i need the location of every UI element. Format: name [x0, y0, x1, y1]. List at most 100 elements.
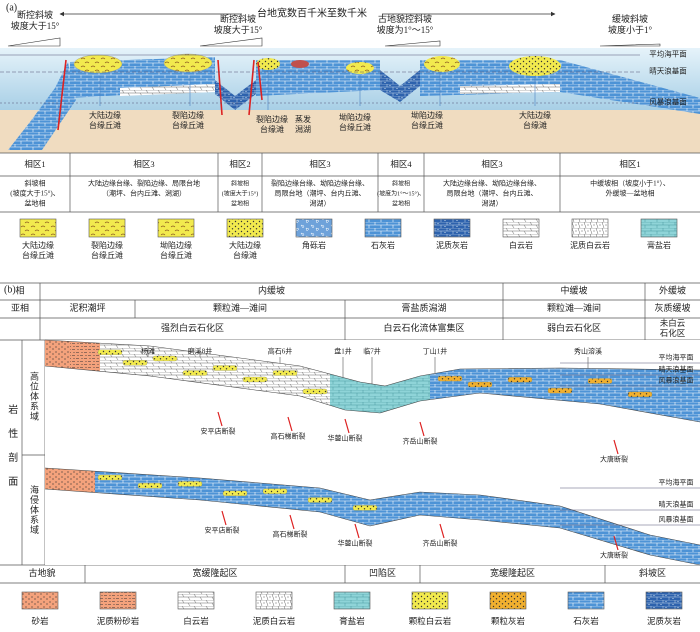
lens — [137, 482, 163, 489]
zone-name: 相区4 — [390, 159, 412, 169]
cell-label: 外缓坡 — [659, 285, 686, 296]
cell-label: 颗粒滩—滩间 — [547, 302, 601, 313]
fault — [217, 411, 223, 427]
fault-label: 大唐断裂 — [600, 455, 628, 464]
legend-label: 台缘丘滩 — [91, 250, 123, 260]
zone-desc: 盆地相 — [25, 199, 46, 208]
width-note: 台地宽数百千米至数千米 — [257, 6, 367, 19]
zone-desc: 裂陷边缘台缘、坳陷边缘台缘、 — [271, 179, 369, 188]
fault — [354, 523, 360, 539]
zone-desc: 局限台地（潮坪、台内丘滩、 — [447, 189, 538, 198]
legend-swatch — [88, 218, 126, 238]
slope-deposit — [8, 62, 76, 150]
slope-label: 坡度大于15° — [214, 24, 263, 35]
zone-name: 相区3 — [309, 159, 330, 169]
cell-label: 石化区 — [660, 328, 686, 338]
legend-swatch — [157, 218, 195, 238]
lens — [467, 381, 493, 388]
unit-label: 坳陷边缘 — [339, 112, 371, 122]
legend-swatch — [411, 591, 449, 610]
lens — [152, 355, 178, 362]
zone-desc: 潟湖） — [482, 199, 503, 208]
legend-label: 膏盐岩 — [339, 616, 365, 626]
level-label: 风暴浪基面 — [659, 376, 694, 385]
shoal — [256, 58, 280, 70]
zone-desc: (坡度大于15°)、 — [10, 189, 59, 198]
zone-name: 相区1 — [24, 159, 45, 169]
fault — [57, 59, 263, 131]
panel-label: (a) — [6, 2, 17, 13]
legend-swatch — [567, 591, 605, 610]
band-edge — [44, 365, 700, 423]
legend-swatch — [433, 218, 471, 238]
cell-label: 颗粒滩—滩间 — [213, 302, 267, 313]
legend-swatch — [502, 218, 540, 238]
legend-label: 台缘滩 — [233, 250, 257, 260]
substrate — [0, 110, 700, 153]
lens — [262, 488, 288, 494]
level-label: 晴天浪基面 — [659, 500, 694, 509]
fault — [613, 439, 619, 455]
legend-swatch — [19, 218, 57, 238]
lens — [97, 474, 123, 481]
fault-label: 高石梯断裂 — [271, 432, 306, 441]
zone-desc: (坡度大于15°) — [222, 189, 258, 197]
row-header: 亚相 — [11, 302, 29, 313]
zone-desc: (坡度为1°～15°)、 — [377, 189, 425, 197]
legend-swatch — [645, 591, 683, 610]
lens — [507, 377, 533, 383]
well-label: 磨溪8井 — [188, 347, 213, 356]
zone-name: 相区3 — [133, 159, 154, 169]
legend-swatch — [226, 218, 264, 238]
cell-label: 膏盐质潟湖 — [401, 302, 446, 313]
fault — [419, 421, 425, 437]
lens — [307, 497, 333, 503]
legend-label: 角砾岩 — [302, 240, 326, 250]
legend-label: 坳陷边缘 — [160, 240, 192, 250]
lens — [177, 481, 203, 487]
well-label: 丁山1井 — [423, 347, 448, 356]
unit-label: 台缘丘滩 — [89, 120, 121, 130]
fault — [344, 418, 350, 434]
zone-name: 相区2 — [229, 159, 250, 169]
evaporite — [291, 60, 309, 68]
panel-label: (b) — [4, 284, 16, 295]
legend-label: 台缘丘滩 — [22, 250, 54, 260]
slope-label: 坡度小于1° — [608, 24, 653, 35]
cell-label: 泥积潮坪 — [69, 302, 105, 313]
system-label: 高位体系域 — [29, 370, 39, 421]
level-label: 风暴浪基面 — [649, 97, 687, 107]
legend-swatch — [333, 591, 371, 610]
legend-label: 泥质粉砂岩 — [97, 616, 140, 626]
cell-label: 灰质缓坡 — [654, 302, 690, 313]
zone-desc: 中缓坡相（坡度小于1°）、 — [590, 179, 670, 188]
unit-label: 裂陷边缘 — [172, 110, 204, 120]
cell-label: 未白云 — [660, 318, 686, 328]
band-edge — [44, 488, 700, 566]
zone-desc: 大陆边缘台缘、裂陷边缘、局限台地 — [88, 179, 200, 188]
slope-label: 坡度大于15° — [11, 20, 60, 31]
fault — [289, 514, 295, 530]
lens — [587, 378, 613, 384]
slope-label: 坡度为1°～15° — [377, 24, 434, 35]
legend-label: 白云岩 — [183, 616, 209, 626]
well-label: 临7井 — [363, 347, 381, 356]
legend-swatch — [177, 591, 215, 610]
unit-label: 台缘滩 — [260, 124, 284, 134]
slope-triangle — [7, 37, 61, 47]
level-label: 平均海平面 — [659, 478, 694, 487]
zone-desc: 潟湖） — [310, 199, 331, 208]
slope-label: 古地貌控斜坡 — [378, 13, 432, 24]
unit-label: 蒸发 — [295, 114, 311, 124]
cell-label: 中缓坡 — [560, 285, 587, 296]
lens — [222, 490, 248, 496]
zone-desc: 盆地相 — [392, 199, 410, 207]
zone-name: 相区1 — [619, 159, 640, 169]
zone-desc: 斜坡相 — [392, 179, 410, 187]
zone-desc: 外缓坡—盆地相 — [606, 189, 655, 198]
zone-desc: 盆地相 — [231, 199, 249, 207]
mound — [73, 54, 123, 74]
system-label: 海侵体系域 — [29, 484, 39, 535]
fault-label: 齐岳山断裂 — [423, 539, 458, 548]
shoal — [509, 56, 561, 76]
